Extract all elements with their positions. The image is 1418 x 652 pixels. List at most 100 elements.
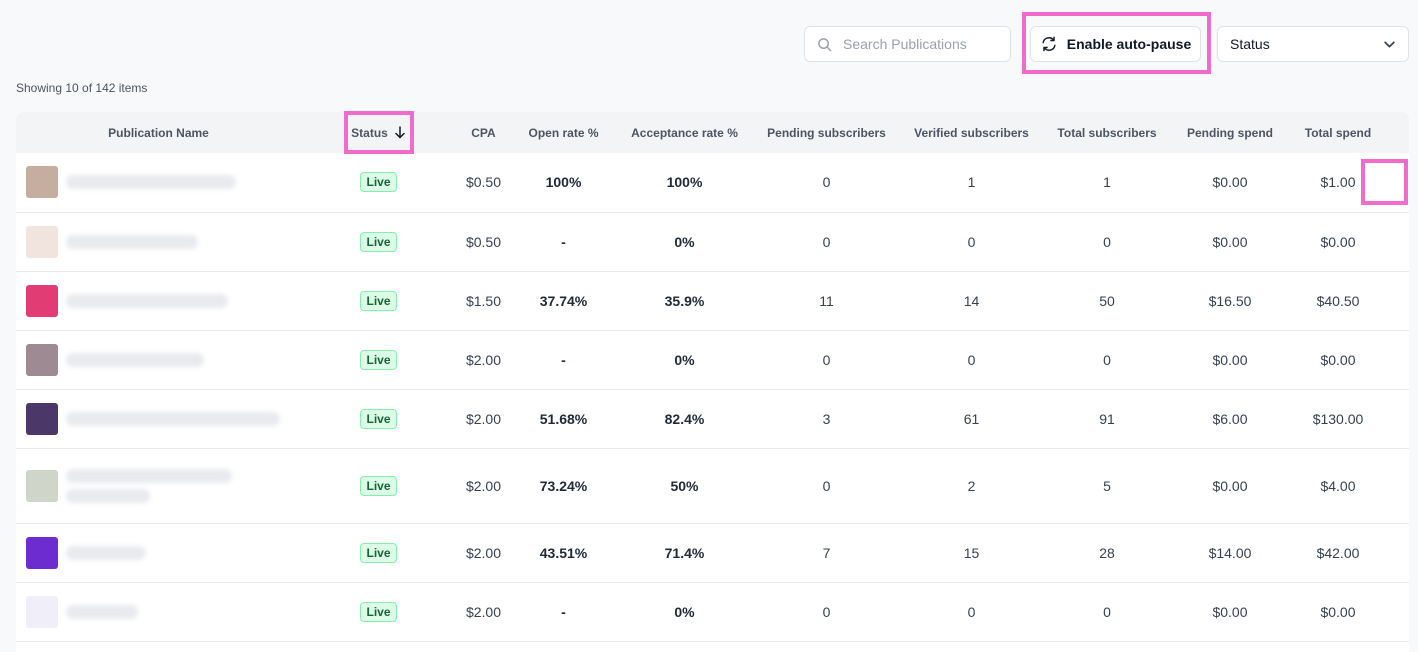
open-rate-cell: 51.68% [511, 389, 616, 449]
refresh-icon [1040, 35, 1058, 53]
publication-cell[interactable] [16, 389, 301, 449]
total-spend-cell: $0.00 [1289, 582, 1387, 642]
status-cell: Live [301, 389, 456, 449]
pending-spend-cell: $0.00 [1171, 448, 1289, 524]
col-acceptance-rate[interactable]: Acceptance rate % [631, 125, 738, 140]
table-row[interactable]: Live $0.50-0% 0 0 0 $0.00 $0.00 [16, 212, 1409, 272]
search-input[interactable] [841, 35, 1005, 53]
status-cell: Live [301, 212, 456, 272]
status-cell: Live [301, 330, 456, 390]
status-badge: Live [360, 349, 397, 370]
total-subscribers-cell: 0 [1043, 330, 1171, 390]
open-rate-cell: 37.74% [511, 271, 616, 331]
publication-name-redacted [66, 293, 228, 308]
status-badge: Live [360, 542, 397, 563]
cpa-cell: $2.00 [456, 389, 511, 449]
total-subscribers-cell: 1 [1043, 153, 1171, 213]
acceptance-rate-cell: 0% [616, 582, 753, 642]
pending-subscribers-cell: 0 [753, 448, 900, 524]
open-rate-cell: 43.51% [511, 523, 616, 583]
col-cpa[interactable]: CPA [471, 125, 496, 140]
enable-auto-pause-label: Enable auto-pause [1066, 36, 1192, 52]
table-row[interactable]: Live $2.00-0% 0 0 0 $0.00 $0.00 [16, 582, 1409, 642]
actions-cell [1387, 523, 1409, 583]
publication-cell[interactable] [16, 212, 301, 272]
col-verified-subscribers[interactable]: Verified subscribers [914, 125, 1029, 140]
publication-thumbnail [26, 343, 58, 376]
table-row[interactable]: Live $0.50 100% 100% 0 1 1 $0.00 $1.00 [16, 153, 1409, 213]
total-spend-cell: $0.00 [1289, 212, 1387, 272]
total-subscribers-cell: 91 [1043, 389, 1171, 449]
table-row[interactable]: Live $1.50 37.74% 35.9% 11 14 50 $16.50 $40.50 [16, 271, 1409, 331]
publication-thumbnail [26, 166, 58, 199]
cpa-cell: $2.00 [456, 523, 511, 583]
verified-subscribers-cell: 2 [900, 448, 1043, 524]
status-cell: Live [301, 153, 456, 213]
col-total-subscribers[interactable]: Total subscribers [1057, 125, 1157, 140]
acceptance-rate-cell: 50% [616, 448, 753, 524]
col-actions [1387, 112, 1409, 153]
publication-name-redacted [66, 175, 236, 190]
verified-subscribers-cell: 0 [900, 330, 1043, 390]
status-cell: Live [301, 582, 456, 642]
status-cell: Live [301, 271, 456, 331]
pending-subscribers-cell: 11 [753, 271, 900, 331]
col-total-spend[interactable]: Total spend [1304, 125, 1372, 140]
cpa-cell: $1.50 [456, 271, 511, 331]
actions-cell [1387, 582, 1409, 642]
verified-subscribers-cell: 15 [900, 523, 1043, 583]
pending-subscribers-cell: 3 [753, 389, 900, 449]
status-badge: Live [360, 408, 397, 429]
publication-cell[interactable] [16, 582, 301, 642]
pending-spend-cell: $16.50 [1171, 271, 1289, 331]
pending-spend-cell: $0.00 [1171, 582, 1289, 642]
publication-cell[interactable] [16, 523, 301, 583]
col-pending-spend[interactable]: Pending spend [1186, 125, 1273, 140]
pending-spend-cell: $14.00 [1171, 523, 1289, 583]
table-header: Publication Name Status CPA Open rate % … [16, 112, 1409, 153]
status-cell: Live [301, 523, 456, 583]
search-box[interactable] [804, 26, 1011, 62]
publication-thumbnail [26, 595, 58, 628]
publication-cell[interactable] [16, 448, 301, 524]
table-row[interactable]: Live $2.00-0% 0 0 0 $0.00 $0.00 [16, 330, 1409, 390]
publication-cell[interactable] [16, 271, 301, 331]
cpa-cell: $2.00 [456, 448, 511, 524]
total-spend-cell: $4.00 [1289, 448, 1387, 524]
publication-cell[interactable] [16, 330, 301, 390]
arrow-down-icon [394, 126, 406, 139]
table-row[interactable]: Live $2.00 51.68% 82.4% 3 61 91 $6.00 $130.00 [16, 389, 1409, 449]
status-filter-select[interactable]: Status [1217, 26, 1409, 62]
open-rate-cell: 100% [511, 153, 616, 213]
col-open-rate[interactable]: Open rate % [528, 125, 599, 140]
search-icon [817, 36, 833, 52]
verified-subscribers-cell: 0 [900, 212, 1043, 272]
actions-cell [1387, 212, 1409, 272]
publications-table: Publication Name Status CPA Open rate % … [16, 112, 1409, 652]
status-badge: Live [360, 172, 397, 193]
total-subscribers-cell: 28 [1043, 523, 1171, 583]
open-rate-cell: - [511, 330, 616, 390]
publication-name-redacted [66, 545, 146, 560]
enable-auto-pause-button[interactable]: Enable auto-pause [1030, 26, 1201, 62]
status-badge: Live [360, 601, 397, 622]
cpa-cell: $2.00 [456, 330, 511, 390]
publication-cell[interactable] [16, 153, 301, 213]
table-row[interactable]: Live $2.00 43.51% 71.4% 7 15 28 $14.00 $42.00 [16, 523, 1409, 583]
pending-subscribers-cell: 0 [753, 582, 900, 642]
actions-cell [1387, 153, 1409, 213]
cpa-cell: $0.50 [456, 153, 511, 213]
table-row[interactable]: Live $2.00 73.24% 50% 0 2 5 $0.00 $4.00 [16, 448, 1409, 524]
pending-subscribers-cell: 7 [753, 523, 900, 583]
acceptance-rate-cell: 35.9% [616, 271, 753, 331]
publication-name-redacted [66, 604, 138, 619]
publication-thumbnail [26, 402, 58, 435]
actions-cell [1387, 271, 1409, 331]
publication-thumbnail [26, 536, 58, 569]
pending-spend-cell: $0.00 [1171, 153, 1289, 213]
col-status[interactable]: Status [301, 112, 456, 153]
acceptance-rate-cell: 0% [616, 212, 753, 272]
col-publication-name[interactable]: Publication Name [108, 125, 209, 140]
open-rate-cell: 73.24% [511, 448, 616, 524]
col-pending-subscribers[interactable]: Pending subscribers [767, 125, 886, 140]
